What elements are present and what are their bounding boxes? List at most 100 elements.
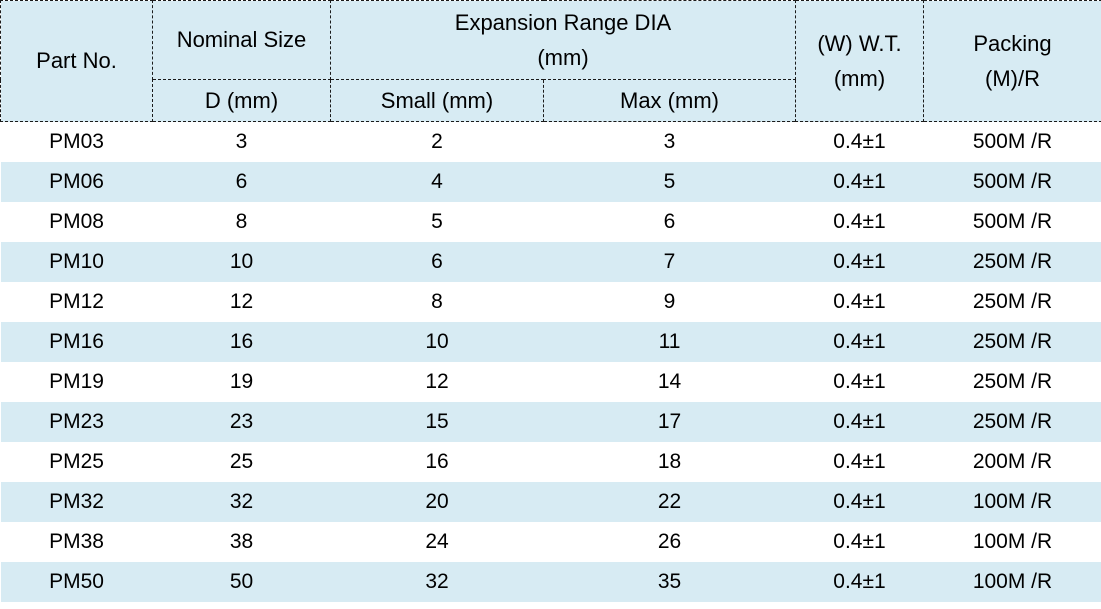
- cell-wall-thickness: 0.4±1: [795, 162, 924, 202]
- header-nominal-size: Nominal Size: [152, 0, 331, 80]
- cell-small: 8: [431, 290, 443, 313]
- cell-part-no: PM50: [0, 562, 153, 602]
- cell-nominal-size: 25: [229, 450, 254, 473]
- table-row: PM38 38 24 26 0.4±1 100M /R: [1, 522, 1101, 562]
- table-row: PM32 32 20 22 0.4±1 100M /R: [0, 482, 1101, 522]
- cell-part-no: PM08: [49, 210, 104, 233]
- table-body: PM03 3 2 3 0.4±1 500M /R PM06 6 4 5 0.4±…: [0, 122, 1101, 602]
- cell-small: 15: [330, 402, 544, 442]
- cell-packing: 250M /R: [923, 402, 1101, 442]
- cell-wall-thickness: 0.4±1: [795, 402, 924, 442]
- table-row: PM08 8 5 6 0.4±1 500M /R: [1, 202, 1101, 242]
- header-expansion-range-line1: Expansion Range DIA: [454, 9, 672, 35]
- cell-packing: 250M /R: [972, 290, 1053, 313]
- table-row: PM19 19 12 14 0.4±1 250M /R: [1, 362, 1101, 402]
- cell-packing: 200M /R: [972, 450, 1053, 473]
- cell-max: 3: [663, 130, 676, 153]
- cell-part-no: PM19: [49, 370, 104, 393]
- cell-small: 6: [330, 242, 544, 282]
- cell-small: 12: [425, 370, 449, 393]
- table-row: PM06 6 4 5 0.4±1 500M /R: [0, 162, 1101, 202]
- header-small-mm: Small (mm): [330, 79, 544, 122]
- cell-nominal-size: 3: [235, 130, 248, 153]
- cell-packing: 250M /R: [972, 370, 1053, 393]
- cell-max: 6: [663, 210, 676, 233]
- cell-max: 14: [657, 370, 682, 393]
- header-wall-thickness-line1: (W) W.T.: [817, 30, 902, 56]
- header-max-mm: Max (mm): [543, 79, 796, 122]
- cell-max: 35: [543, 562, 796, 602]
- table-row: PM23 23 15 17 0.4±1 250M /R: [0, 402, 1101, 442]
- header-wall-thickness-line2: (mm): [833, 66, 886, 91]
- cell-part-no: PM10: [0, 242, 153, 282]
- header-part-no: Part No.: [0, 0, 153, 122]
- cell-packing: 250M /R: [923, 322, 1101, 362]
- cell-part-no: PM12: [49, 290, 104, 313]
- cell-packing: 100M /R: [923, 482, 1101, 522]
- cell-packing: 100M /R: [923, 562, 1101, 602]
- cell-max: 18: [657, 450, 682, 473]
- cell-wall-thickness: 0.4±1: [795, 562, 924, 602]
- table-row: PM50 50 32 35 0.4±1 100M /R: [0, 562, 1101, 602]
- header-packing-line1: Packing: [973, 30, 1052, 56]
- cell-packing: 500M /R: [923, 162, 1101, 202]
- cell-small: 5: [431, 210, 443, 233]
- cell-nominal-size: 23: [152, 402, 331, 442]
- cell-nominal-size: 38: [229, 530, 254, 553]
- cell-nominal-size: 8: [235, 210, 248, 233]
- cell-wall-thickness: 0.4±1: [833, 450, 886, 473]
- cell-part-no: PM06: [0, 162, 153, 202]
- cell-nominal-size: 50: [152, 562, 331, 602]
- header-d-mm: D (mm): [152, 79, 331, 122]
- cell-packing: 100M /R: [972, 530, 1053, 553]
- cell-max: 17: [543, 402, 796, 442]
- cell-max: 7: [543, 242, 796, 282]
- table-row: PM16 16 10 11 0.4±1 250M /R: [0, 322, 1101, 362]
- cell-max: 11: [543, 322, 796, 362]
- table-row: PM12 12 8 9 0.4±1 250M /R: [1, 282, 1101, 322]
- cell-small: 4: [330, 162, 544, 202]
- cell-wall-thickness: 0.4±1: [795, 482, 924, 522]
- cell-wall-thickness: 0.4±1: [833, 130, 886, 153]
- table-header: Part No. Nominal Size Expansion Range DI…: [0, 0, 1101, 122]
- header-packing: Packing (M)/R: [923, 0, 1101, 122]
- cell-wall-thickness: 0.4±1: [833, 370, 886, 393]
- cell-small: 2: [431, 130, 443, 153]
- cell-max: 5: [543, 162, 796, 202]
- cell-small: 24: [425, 530, 449, 553]
- cell-part-no: PM38: [49, 530, 104, 553]
- cell-wall-thickness: 0.4±1: [795, 242, 924, 282]
- cell-wall-thickness: 0.4±1: [833, 290, 886, 313]
- cell-packing: 500M /R: [972, 130, 1053, 153]
- header-expansion-range: Expansion Range DIA (mm): [330, 0, 796, 80]
- header-expansion-range-line2: (mm): [537, 45, 589, 70]
- cell-nominal-size: 19: [229, 370, 254, 393]
- cell-part-no: PM23: [0, 402, 153, 442]
- header-wall-thickness: (W) W.T. (mm): [795, 0, 924, 122]
- cell-small: 32: [330, 562, 544, 602]
- cell-nominal-size: 16: [152, 322, 331, 362]
- cell-nominal-size: 12: [229, 290, 254, 313]
- cell-small: 20: [330, 482, 544, 522]
- cell-part-no: PM25: [49, 450, 104, 473]
- header-packing-line2: (M)/R: [985, 66, 1040, 91]
- cell-wall-thickness: 0.4±1: [795, 322, 924, 362]
- cell-small: 10: [330, 322, 544, 362]
- table-row: PM03 3 2 3 0.4±1 500M /R: [1, 122, 1101, 163]
- cell-packing: 500M /R: [972, 210, 1053, 233]
- cell-max: 22: [543, 482, 796, 522]
- cell-max: 9: [663, 290, 676, 313]
- cell-nominal-size: 10: [152, 242, 331, 282]
- cell-nominal-size: 6: [152, 162, 331, 202]
- cell-nominal-size: 32: [152, 482, 331, 522]
- cell-part-no: PM32: [0, 482, 153, 522]
- table-row: PM25 25 16 18 0.4±1 200M /R: [1, 442, 1101, 482]
- cell-packing: 250M /R: [923, 242, 1101, 282]
- cell-part-no: PM03: [49, 130, 104, 153]
- cell-small: 16: [425, 450, 449, 473]
- table-row: PM10 10 6 7 0.4±1 250M /R: [0, 242, 1101, 282]
- cell-part-no: PM16: [0, 322, 153, 362]
- cell-wall-thickness: 0.4±1: [833, 530, 886, 553]
- cell-max: 26: [657, 530, 682, 553]
- cell-wall-thickness: 0.4±1: [833, 210, 886, 233]
